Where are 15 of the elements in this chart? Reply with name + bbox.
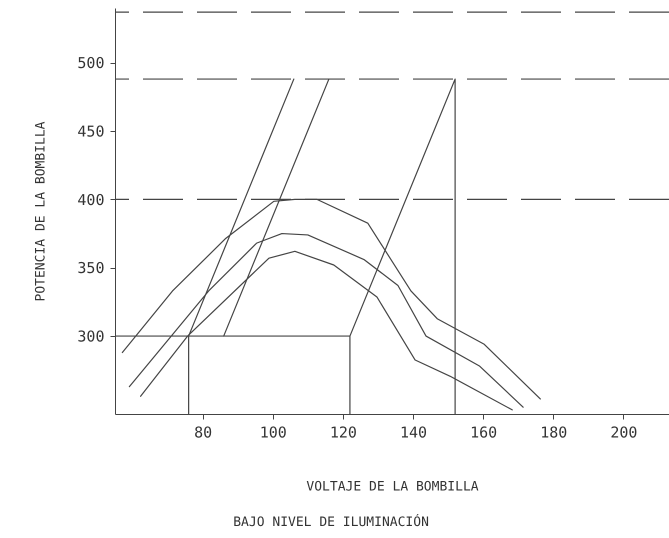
x-tick-label: 80 (194, 424, 212, 442)
x-tick-label: 140 (400, 424, 428, 442)
y-tick-label: 400 (77, 190, 104, 209)
text: BAJO NIVEL DE ILUMINACIÓN (233, 513, 429, 530)
y-tick-label: 500 (77, 54, 104, 72)
x-tick-label: 100 (260, 424, 287, 442)
x-tick-label: 120 (330, 424, 357, 442)
y-tick-label: 350 (77, 259, 104, 278)
x-tick-label: 160 (470, 424, 498, 442)
y-axis-title: POTENCIA DE LA BOMBILLA (33, 121, 48, 302)
x-tick-label: 180 (540, 424, 568, 442)
x-axis-title: VOLTAJE DE LA BOMBILLA (306, 480, 479, 494)
x-tick-label: 200 (610, 424, 638, 442)
y-tick-label: 450 (77, 122, 104, 141)
y-tick-label: 300 (77, 328, 104, 346)
